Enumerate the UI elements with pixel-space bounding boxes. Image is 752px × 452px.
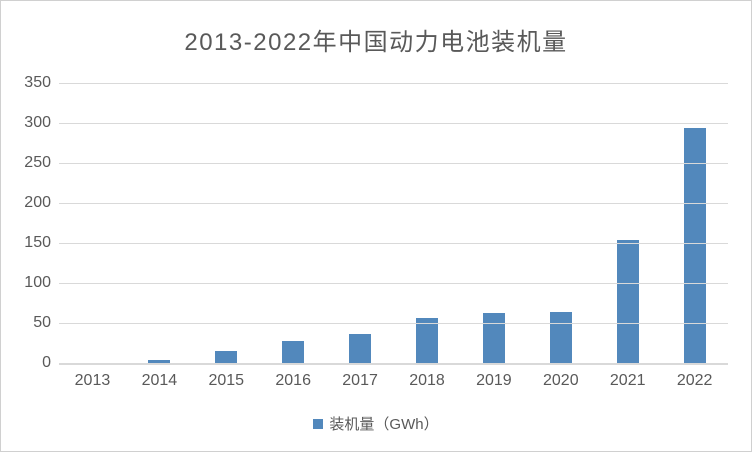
bar-2016 bbox=[282, 341, 305, 363]
bar-series bbox=[59, 83, 728, 363]
bar-2019 bbox=[482, 313, 505, 363]
bar-2017 bbox=[349, 334, 372, 363]
x-axis: 2013 2014 2015 2016 2017 2018 2019 2020 2021 2022 bbox=[59, 372, 728, 390]
bar-slot-2014 bbox=[126, 83, 193, 363]
bar-2022 bbox=[683, 127, 706, 363]
x-axis-tick-label: 2016 bbox=[275, 372, 311, 389]
bar-slot-2020 bbox=[527, 83, 594, 363]
plot-area: 0 50 100 150 200 250 300 350 bbox=[24, 74, 728, 371]
gridline bbox=[59, 122, 728, 124]
gridline bbox=[59, 162, 728, 164]
legend: 装机量（GWh） bbox=[1, 413, 751, 434]
x-axis-tick-label: 2022 bbox=[676, 372, 713, 389]
gridline bbox=[59, 282, 728, 284]
bar-slot-2022 bbox=[661, 83, 728, 363]
gridline bbox=[59, 322, 728, 324]
bar-2014 bbox=[148, 359, 171, 363]
bar-2020 bbox=[549, 311, 572, 363]
y-axis-tick-label: 250 bbox=[24, 154, 51, 171]
bar-2015 bbox=[215, 351, 238, 363]
x-axis-tick-label: 2014 bbox=[141, 372, 178, 389]
y-axis-tick-label: 350 bbox=[24, 74, 51, 91]
x-axis-tick-label: 2021 bbox=[609, 372, 646, 389]
y-axis-tick-label: 100 bbox=[24, 274, 51, 291]
bar-slot-2017 bbox=[327, 83, 394, 363]
bar-slot-2013 bbox=[59, 83, 126, 363]
y-axis-tick-label: 0 bbox=[42, 354, 51, 371]
x-axis-tick-label: 2017 bbox=[342, 372, 378, 389]
gridline bbox=[59, 202, 728, 204]
y-axis-tick-label: 200 bbox=[24, 194, 51, 211]
gridline bbox=[59, 82, 728, 84]
x-axis-tick-label: 2013 bbox=[74, 372, 111, 389]
y-axis-tick-label: 150 bbox=[24, 234, 51, 251]
x-axis-tick-label: 2018 bbox=[409, 372, 445, 389]
gridline bbox=[59, 242, 728, 244]
legend-swatch-icon bbox=[313, 418, 324, 429]
bar-2021 bbox=[616, 239, 639, 363]
bar-slot-2019 bbox=[460, 83, 527, 363]
y-axis-tick-label: 300 bbox=[24, 114, 51, 131]
bar-slot-2015 bbox=[193, 83, 260, 363]
bar-slot-2018 bbox=[394, 83, 461, 363]
y-axis-tick-label: 50 bbox=[33, 314, 51, 331]
x-axis-tick-label: 2019 bbox=[476, 372, 512, 389]
x-axis-tick-label: 2020 bbox=[543, 372, 579, 389]
bar-2018 bbox=[415, 318, 438, 363]
legend-label: 装机量（GWh） bbox=[329, 416, 439, 433]
x-axis-tick-label: 2015 bbox=[208, 372, 245, 389]
bar-slot-2016 bbox=[260, 83, 327, 363]
chart-title: 2013-2022年中国动力电池装机量 bbox=[184, 29, 568, 56]
bar-slot-2021 bbox=[594, 83, 661, 363]
gridline bbox=[59, 362, 728, 365]
